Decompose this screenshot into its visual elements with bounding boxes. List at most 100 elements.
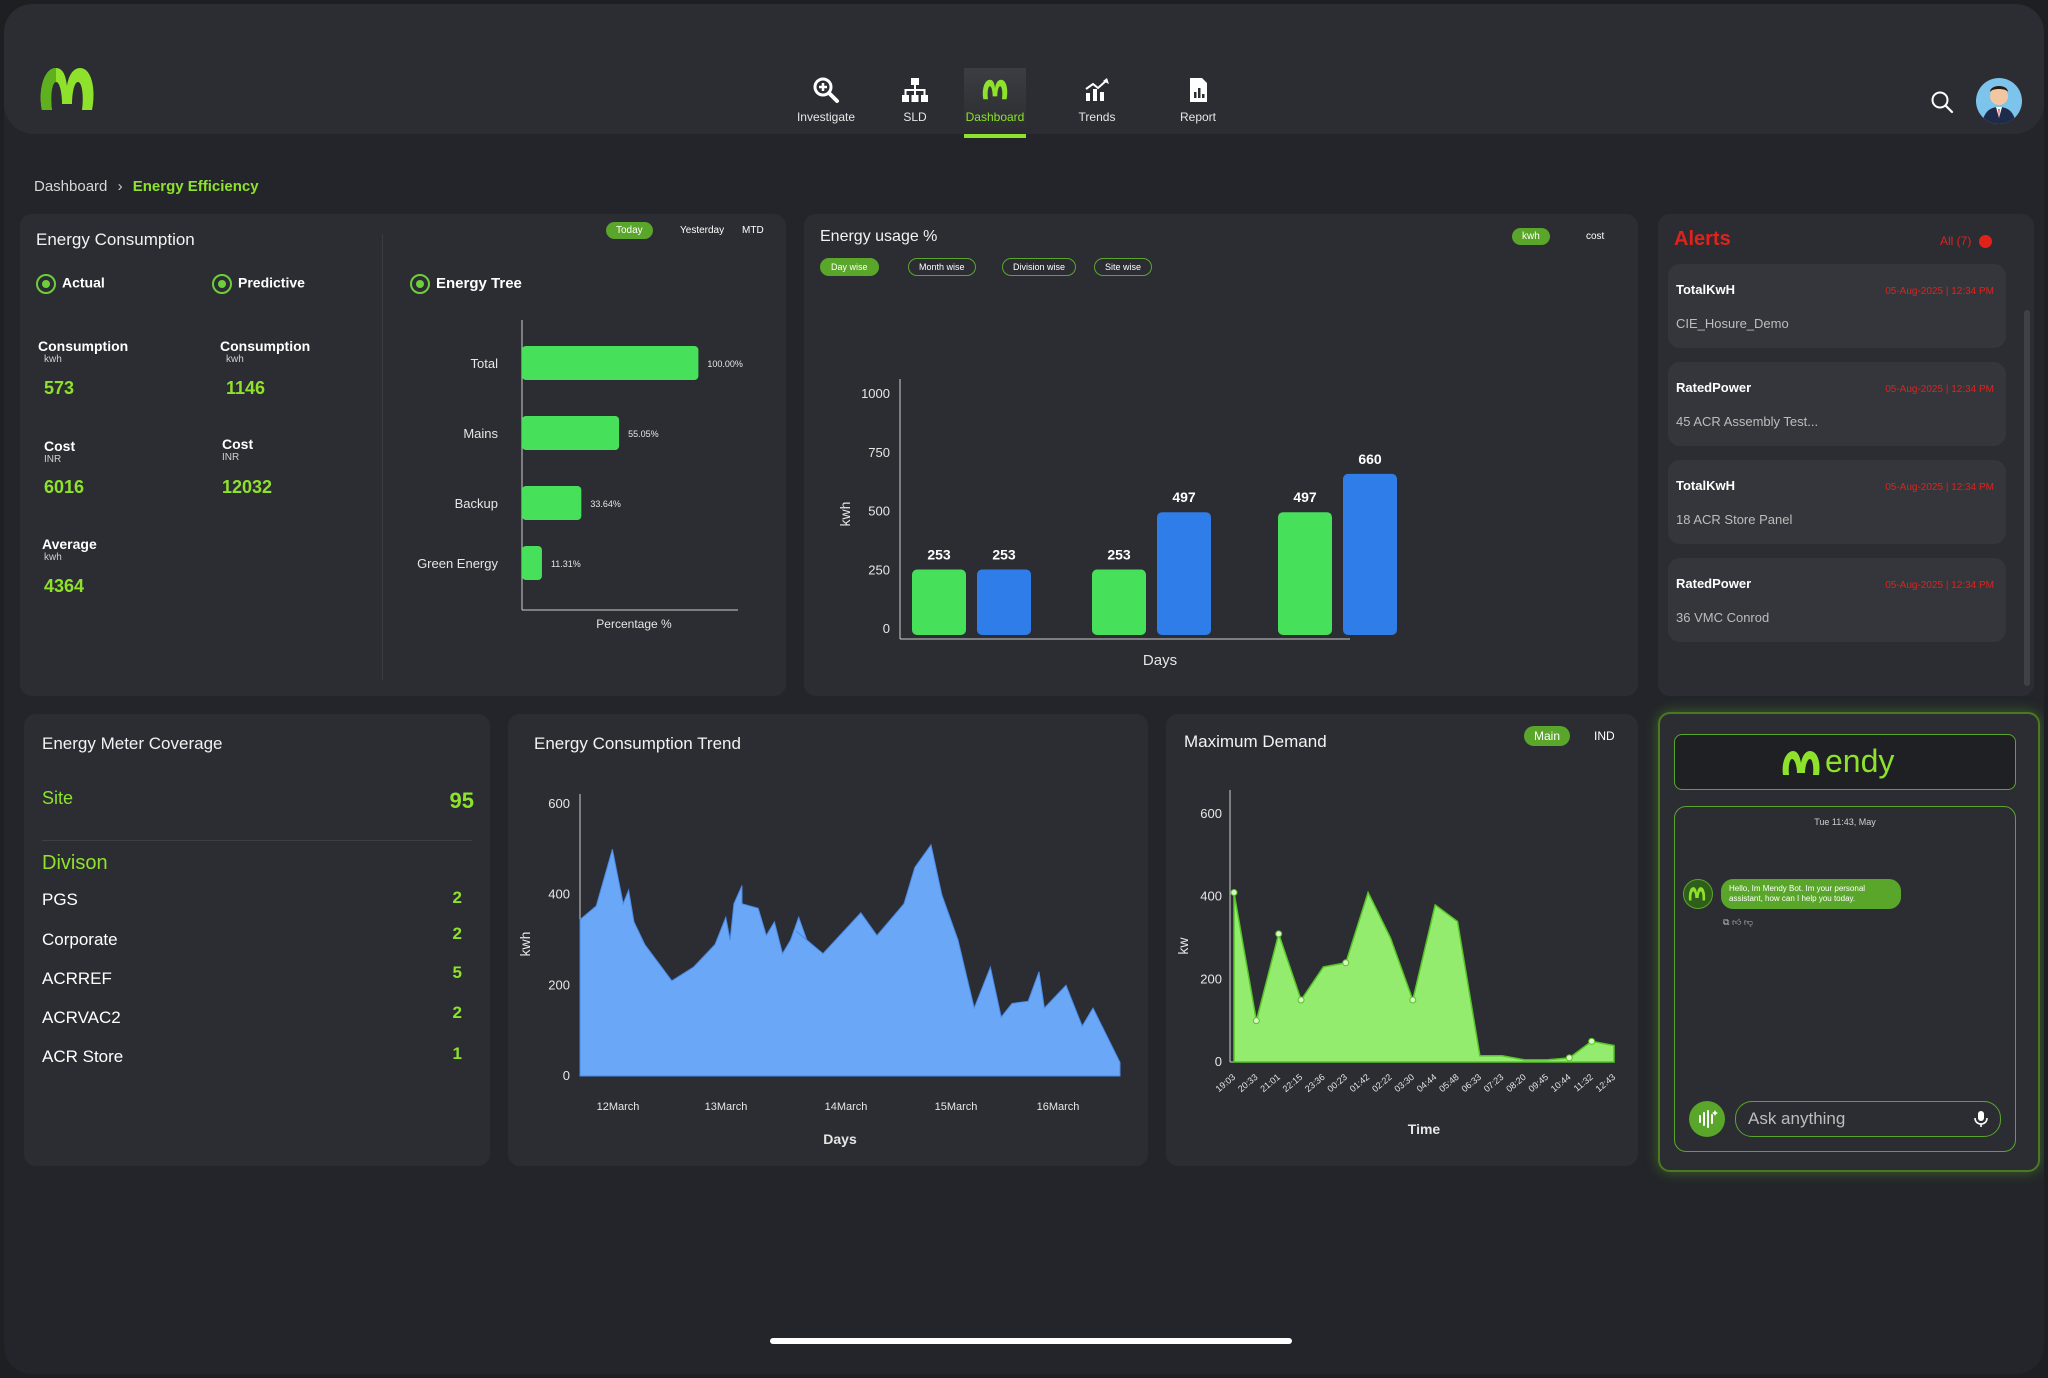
value-label: 100.00%	[707, 359, 743, 369]
site-count: 95	[449, 788, 474, 813]
voice-button[interactable]	[1689, 1101, 1725, 1137]
thumbs-down-icon[interactable]: 👎︎	[1743, 917, 1754, 927]
tab-ind[interactable]: IND	[1594, 729, 1615, 743]
app-frame: Investigate SLD Dashboard Trends Report	[4, 4, 2044, 1374]
division-name: ACRREF	[42, 969, 112, 988]
tab-kwh[interactable]: kwh	[1512, 228, 1550, 245]
filter-division-wise[interactable]: Division wise	[1002, 258, 1077, 276]
energy-usage-chart: 0 250 500 750 1000 253 253 497 253 497 660 kwh Days	[837, 379, 1397, 669]
alert-item[interactable]: TotalKwH 05-Aug-2025 | 12:34 PM CIE_Hosu…	[1668, 264, 2006, 348]
nav-dashboard[interactable]: Dashboard	[964, 68, 1026, 138]
y-tick-label: 400	[1200, 889, 1222, 904]
y-tick-label: 0	[563, 1068, 570, 1083]
tree-bar	[522, 486, 582, 520]
data-label: 253	[1107, 547, 1131, 563]
tab-today[interactable]: Today	[606, 222, 653, 239]
alert-item[interactable]: RatedPower 05-Aug-2025 | 12:34 PM 45 ACR…	[1668, 362, 2006, 446]
x-axis-label: Time	[1408, 1121, 1441, 1137]
x-tick-label: 13March	[705, 1101, 748, 1113]
x-axis-label: Percentage %	[596, 617, 672, 631]
chat-window: Tue 11:43, May Hello, Im Mendy Bot. Im y…	[1674, 806, 2016, 1152]
alerts-filter-label: All (7)	[1940, 234, 1972, 248]
x-tick-label: 12:43	[1594, 1072, 1618, 1094]
bot-message: Hello, Im Mendy Bot. Im your personal as…	[1721, 879, 1901, 909]
division-count: 2	[452, 924, 462, 943]
top-bar: Investigate SLD Dashboard Trends Report	[4, 4, 2044, 138]
category-label: Mains	[463, 426, 498, 441]
breadcrumb-current: Energy Efficiency	[132, 178, 259, 195]
maximum-demand-card: Maximum Demand Main IND 0 200 400 600 19:03 2…	[1166, 714, 1638, 1166]
alerts-filter[interactable]: All (7)	[1940, 234, 1992, 249]
tab-cost[interactable]: cost	[1586, 231, 1605, 242]
value-label: 55.05%	[628, 429, 659, 439]
data-label: 253	[992, 547, 1016, 563]
alert-item[interactable]: RatedPower 05-Aug-2025 | 12:34 PM 36 VMC…	[1668, 558, 2006, 642]
nav-report[interactable]: Report	[1153, 68, 1243, 134]
x-tick-label: 05:48	[1437, 1072, 1461, 1094]
filter-site-wise[interactable]: Site wise	[1094, 258, 1153, 276]
alert-title: TotalKwH	[1676, 478, 1735, 493]
nav-label: SLD	[903, 110, 927, 124]
alert-source: 45 ACR Assembly Test...	[1676, 414, 1819, 429]
alert-source: CIE_Hosure_Demo	[1676, 316, 1789, 331]
tab-yesterday[interactable]: Yesterday	[680, 225, 725, 236]
data-point	[1565, 1054, 1573, 1062]
nav-label: Trends	[1078, 110, 1116, 124]
bulb-icon	[36, 274, 56, 294]
avatar[interactable]	[1976, 78, 2022, 124]
x-axis-label: Days	[823, 1131, 857, 1147]
search-icon[interactable]	[1930, 90, 1954, 114]
chatbot-brand: endy	[1825, 743, 1895, 779]
chat-input[interactable]: Ask anything	[1735, 1101, 2001, 1137]
trend-icon	[1085, 78, 1109, 101]
tab-mtd[interactable]: MTD	[742, 225, 764, 236]
usage-bar	[1092, 569, 1146, 635]
maximum-demand-chart: 0 200 400 600 19:0320:3321:0122:1523:3600:23…	[1175, 790, 1618, 1137]
division-count: 2	[452, 888, 462, 907]
nav-trends[interactable]: Trends	[1052, 68, 1142, 134]
x-tick-label: 16March	[1037, 1101, 1080, 1113]
tab-main[interactable]: Main	[1524, 726, 1571, 746]
usage-bar	[912, 569, 966, 635]
alert-time: 05-Aug-2025 | 12:34 PM	[1885, 384, 1994, 395]
division-row: ACRVAC2 2	[42, 1003, 462, 1028]
data-point	[1275, 930, 1283, 938]
bot-avatar	[1683, 879, 1713, 909]
filter-month-wise[interactable]: Month wise	[908, 258, 976, 276]
tree-bar	[522, 416, 620, 450]
y-tick-label: 250	[868, 562, 890, 577]
alert-item[interactable]: TotalKwH 05-Aug-2025 | 12:34 PM 18 ACR S…	[1668, 460, 2006, 544]
actual-header: Actual	[36, 274, 105, 294]
thumbs-up-icon[interactable]: 👍︎	[1731, 917, 1742, 927]
predictive-consumption-unit: kwh	[226, 354, 244, 365]
division-row: ACR Store 1	[42, 1044, 462, 1067]
hierarchy-icon	[902, 78, 928, 102]
card-title: Energy Consumption Trend	[534, 734, 741, 753]
x-tick-label: 03:30	[1392, 1072, 1416, 1094]
x-tick-label: 07:23	[1482, 1072, 1506, 1094]
predictive-consumption-value: 1146	[226, 378, 266, 398]
actual-cost-label: Cost	[44, 438, 76, 454]
alerts-title: Alerts	[1674, 228, 1731, 250]
data-point	[1230, 889, 1238, 897]
breadcrumb-root[interactable]: Dashboard	[34, 178, 108, 195]
copy-icon[interactable]: ⧉	[1723, 917, 1730, 927]
bulb-icon	[410, 274, 430, 294]
brand-logo[interactable]	[36, 60, 98, 116]
division-name: ACRVAC2	[42, 1008, 121, 1027]
actual-cost-value: 6016	[44, 477, 85, 497]
data-point	[1409, 996, 1417, 1004]
zoom-in-icon	[813, 77, 839, 103]
actual-cost-unit: INR	[44, 454, 62, 465]
microphone-icon[interactable]	[1972, 1110, 1990, 1128]
y-axis-label: kwh	[837, 502, 853, 527]
data-point	[1588, 1037, 1596, 1045]
nav-investigate[interactable]: Investigate	[781, 68, 871, 134]
filter-day-wise[interactable]: Day wise	[820, 258, 879, 276]
y-tick-label: 200	[548, 977, 570, 992]
usage-bar	[1343, 473, 1397, 635]
nav-sld[interactable]: SLD	[870, 68, 960, 134]
alerts-scrollbar[interactable]	[2024, 310, 2030, 686]
x-tick-label: 09:45	[1527, 1072, 1551, 1094]
division-count: 5	[452, 963, 462, 982]
